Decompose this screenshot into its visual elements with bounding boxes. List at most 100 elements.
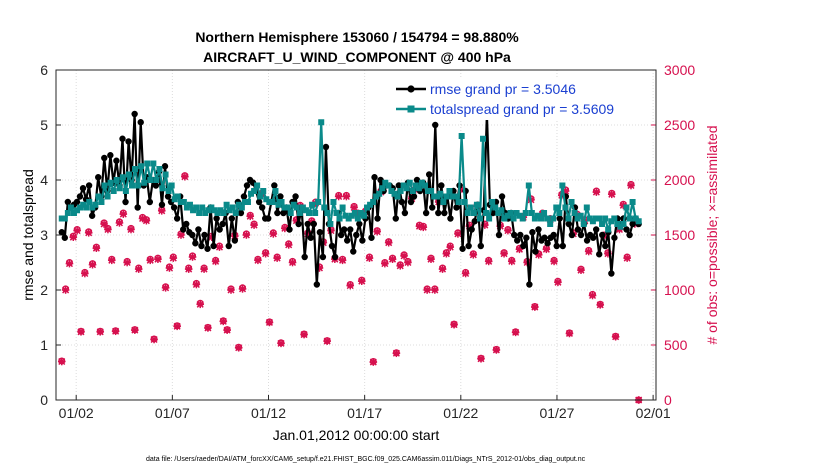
rmse-point xyxy=(310,220,317,228)
rmse-point xyxy=(623,226,630,233)
spread-point xyxy=(159,185,166,192)
rmse-point xyxy=(459,245,466,252)
spread-point xyxy=(409,188,416,194)
obs-assimilated-point xyxy=(323,337,331,345)
rmse-point xyxy=(441,209,448,217)
spread-point xyxy=(635,218,642,225)
obs-assimilated-point xyxy=(92,244,101,252)
obs-assimilated-point xyxy=(392,349,401,358)
rmse-point xyxy=(64,198,72,206)
spread-point xyxy=(510,215,517,222)
spread-point xyxy=(214,210,221,216)
rmse-point xyxy=(192,240,199,247)
spread-point xyxy=(306,210,313,216)
spread-point xyxy=(348,212,355,219)
rmse-point xyxy=(347,226,354,233)
rmse-point xyxy=(331,253,339,261)
x-tick-label: 01/02 xyxy=(59,405,94,421)
spread-point xyxy=(574,215,581,222)
rmse-point xyxy=(541,234,548,241)
y-tick-label: 6 xyxy=(40,62,48,78)
spread-point xyxy=(528,210,535,216)
legend-box xyxy=(392,78,650,120)
rmse-point xyxy=(201,231,208,239)
rmse-point xyxy=(180,226,187,233)
rmse-point xyxy=(322,143,330,151)
spread-point xyxy=(275,201,282,208)
obs-assimilated-point xyxy=(131,326,139,334)
spread-point xyxy=(266,199,273,205)
obs-assimilated-point xyxy=(342,192,351,201)
rmse-point xyxy=(517,231,524,239)
obs-assimilated-point xyxy=(507,257,516,266)
spread-point xyxy=(559,182,566,189)
spread-point xyxy=(553,204,560,211)
rmse-point xyxy=(514,237,521,244)
x-tick-label: 01/22 xyxy=(443,405,478,421)
rmse-point xyxy=(401,209,409,217)
spread-point xyxy=(501,215,508,222)
spread-point xyxy=(220,210,227,216)
rmse-point xyxy=(343,237,351,244)
spread-point xyxy=(110,188,117,194)
obs-assimilated-point xyxy=(461,269,470,278)
spread-point xyxy=(397,188,404,194)
spread-point xyxy=(513,210,520,216)
spread-point xyxy=(592,215,599,222)
rmse-point xyxy=(240,193,248,200)
spread-point xyxy=(406,179,413,186)
rmse-point xyxy=(101,154,108,162)
spread-point xyxy=(428,188,435,194)
rmse-point xyxy=(495,231,503,239)
spread-point xyxy=(183,204,190,211)
spread-point xyxy=(119,174,126,181)
spread-point xyxy=(223,201,230,208)
rmse-point xyxy=(556,215,563,222)
spread-point xyxy=(626,215,633,222)
spread-point xyxy=(67,204,74,211)
rmse-point xyxy=(295,220,302,228)
spread-point xyxy=(431,193,438,200)
obs-assimilated-point xyxy=(234,343,243,352)
rmse-point xyxy=(532,248,539,255)
spread-point xyxy=(525,182,532,189)
obs-assimilated-point xyxy=(381,259,389,268)
y-tick-label: 3 xyxy=(40,227,48,243)
legend-rmse-label: rmse grand pr = 3.5046 xyxy=(430,81,576,97)
rmse-point xyxy=(410,193,418,200)
rmse-point xyxy=(255,198,263,206)
spread-point xyxy=(235,201,242,208)
rmse-point xyxy=(228,215,236,222)
spread-point xyxy=(415,185,422,192)
obs-assimilated-point xyxy=(88,260,97,269)
rmse-point xyxy=(608,270,615,277)
rmse-point xyxy=(152,182,160,189)
spread-point xyxy=(556,210,563,216)
obs-assimilated-point xyxy=(404,258,412,267)
spread-point xyxy=(547,221,554,227)
obs-assimilated-point xyxy=(365,254,374,262)
spread-point xyxy=(232,210,239,216)
spread-point xyxy=(623,204,630,211)
obs-assimilated-point xyxy=(246,212,255,221)
spread-point xyxy=(516,212,523,219)
obs-assimilated-point xyxy=(81,269,89,278)
spread-point xyxy=(632,215,639,222)
spread-point xyxy=(422,182,429,189)
rmse-point xyxy=(602,242,609,250)
rmse-point xyxy=(529,229,536,236)
obs-assimilated-point xyxy=(588,291,597,300)
obs-assimilated-point xyxy=(504,226,512,235)
rmse-point xyxy=(292,193,299,200)
obs-assimilated-point xyxy=(65,259,74,268)
spread-point xyxy=(629,199,636,205)
spread-point xyxy=(360,212,367,219)
spread-point xyxy=(437,190,444,197)
spread-point xyxy=(101,182,108,189)
obs-assimilated-point xyxy=(177,231,185,239)
rmse-point xyxy=(377,176,384,184)
rmse-point xyxy=(435,209,442,217)
spread-point xyxy=(58,215,65,222)
spread-point xyxy=(364,204,371,211)
